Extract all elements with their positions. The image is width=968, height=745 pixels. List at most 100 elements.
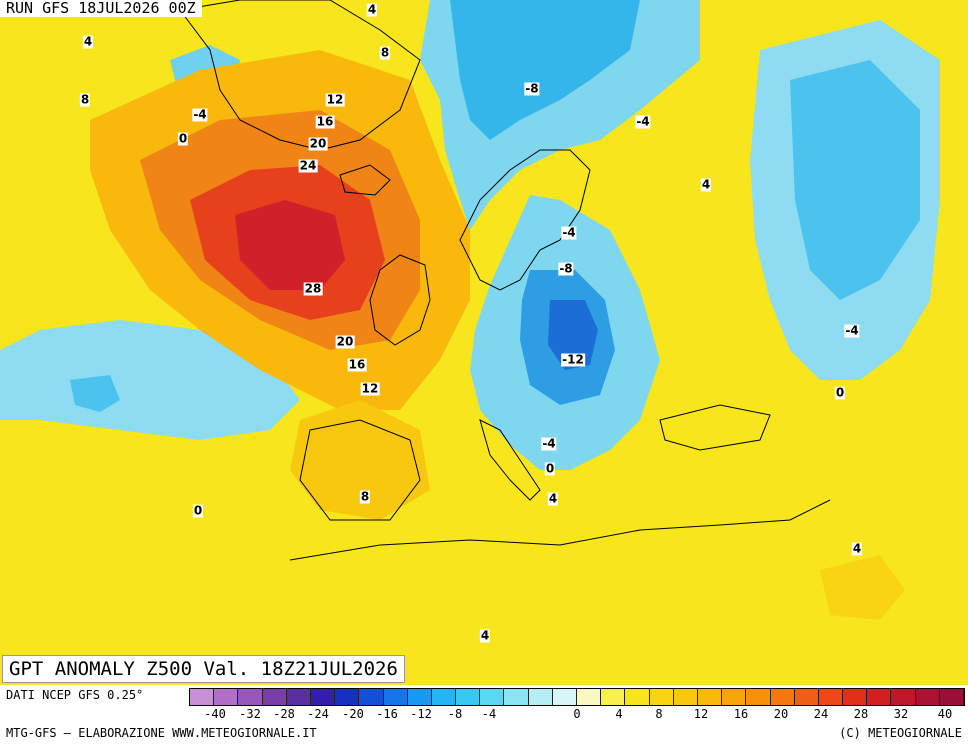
credit-text: MTG-GFS – ELABORAZIONE WWW.METEOGIORNALE… xyxy=(6,726,317,740)
anomaly-area-atlantic-warm-peak xyxy=(235,200,345,290)
scale-tick-label: -16 xyxy=(376,707,398,721)
scale-swatch xyxy=(310,689,336,705)
contour-label: 12 xyxy=(360,381,380,396)
contour-label: 28 xyxy=(303,281,323,296)
scale-swatch xyxy=(673,689,698,705)
scale-tick-label: -8 xyxy=(447,707,463,721)
contour-label: 0 xyxy=(192,503,204,518)
contour-label: 20 xyxy=(308,136,328,151)
scale-swatch xyxy=(915,689,940,705)
contour-label: 16 xyxy=(347,357,367,372)
contour-label: -4 xyxy=(541,436,557,451)
coastline-north-africa xyxy=(289,499,831,561)
scale-swatch xyxy=(456,689,481,705)
scale-swatch xyxy=(407,689,432,705)
anomaly-area-atlantic xyxy=(0,320,300,440)
scale-swatch xyxy=(697,689,723,705)
anomaly-area-middle-east xyxy=(820,555,905,620)
coastline-scandinavia xyxy=(459,149,591,291)
contour-label: -4 xyxy=(844,323,860,338)
coastline-italy xyxy=(479,419,541,501)
scale-tick-label: -4 xyxy=(481,707,497,721)
scale-swatch xyxy=(480,689,505,705)
contour-label: 0 xyxy=(834,385,846,400)
contour-label: 4 xyxy=(479,628,491,643)
scale-swatch xyxy=(528,689,553,705)
scale-tick-label: 24 xyxy=(813,707,829,721)
scale-tick-label: 20 xyxy=(773,707,789,721)
contour-label: -8 xyxy=(558,261,574,276)
contour-label: 24 xyxy=(298,158,318,173)
scale-swatch xyxy=(891,689,916,705)
scale-tick-label: -28 xyxy=(273,707,295,721)
scale-swatch xyxy=(383,689,408,705)
contour-label: -4 xyxy=(192,107,208,122)
scale-swatch xyxy=(722,689,747,705)
scale-swatch xyxy=(214,689,239,705)
scale-tick-label: 12 xyxy=(693,707,709,721)
scale-tick-label: 8 xyxy=(655,707,663,721)
scale-tick-label: 40 xyxy=(937,707,953,721)
scale-swatch xyxy=(190,689,215,705)
scale-tick-label: 28 xyxy=(853,707,869,721)
map-title: GPT ANOMALY Z500 Val. 18Z21JUL2026 xyxy=(2,655,405,683)
scale-swatch xyxy=(431,689,457,705)
scale-swatch xyxy=(504,689,529,705)
contour-label: 4 xyxy=(700,177,712,192)
scale-tick-label: -12 xyxy=(410,707,432,721)
scale-swatch xyxy=(746,689,771,705)
scale-tick-label: 32 xyxy=(893,707,909,721)
scale-swatch xyxy=(577,689,602,705)
contour-label: 8 xyxy=(79,92,91,107)
scale-swatch xyxy=(359,689,384,705)
copyright-text: (C) METEOGIORNALE xyxy=(839,726,962,740)
scale-swatch xyxy=(818,689,844,705)
coastline-british-isles xyxy=(369,254,431,346)
contour-label: 4 xyxy=(366,2,378,17)
footer: DATI NCEP GFS 0.25° -4 0 -32 -28 -24 -20 -16 -1… xyxy=(0,685,968,745)
scale-swatch xyxy=(552,689,577,705)
scale-tick-label: 4 xyxy=(615,707,623,721)
contour-label: 20 xyxy=(335,334,355,349)
scale-tick-label: -20 xyxy=(342,707,364,721)
coastline-black-sea xyxy=(659,404,771,451)
anomaly-area-central-deep xyxy=(548,300,598,370)
scale-swatch xyxy=(286,689,311,705)
anomaly-area-north-core xyxy=(450,0,640,140)
contour-label: 4 xyxy=(82,34,94,49)
coastline-greenland xyxy=(179,0,421,151)
scale-swatch xyxy=(335,689,360,705)
contour-label: 12 xyxy=(325,92,345,107)
coastline-iberia xyxy=(299,419,421,521)
contour-label: -4 xyxy=(635,114,651,129)
scale-swatch xyxy=(601,689,626,705)
contour-label: 16 xyxy=(315,114,335,129)
anomaly-map xyxy=(0,0,968,685)
anomaly-area-east-core xyxy=(790,60,920,300)
coastline-iceland xyxy=(339,164,391,196)
scale-swatch xyxy=(843,689,868,705)
anomaly-area-atlantic-core xyxy=(70,375,120,412)
scale-tick-label: -24 xyxy=(307,707,329,721)
coastlines xyxy=(179,0,831,561)
scale-swatch xyxy=(238,689,263,705)
contour-label: 8 xyxy=(359,489,371,504)
scale-swatch xyxy=(939,689,964,705)
scale-tick-label: -32 xyxy=(239,707,261,721)
contour-label: 4 xyxy=(851,541,863,556)
contour-label: 4 xyxy=(547,491,559,506)
run-label: RUN GFS 18JUL2026 00Z xyxy=(0,0,202,17)
anomaly-area-iberia xyxy=(290,400,430,520)
contour-label: 0 xyxy=(177,131,189,146)
scale-swatch xyxy=(867,689,892,705)
negative-anomaly-areas xyxy=(0,0,940,470)
scale-swatch xyxy=(649,689,674,705)
scale-swatch xyxy=(625,689,650,705)
contour-label: -4 xyxy=(561,225,577,240)
contour-label: 0 xyxy=(544,461,556,476)
contour-label: -8 xyxy=(524,81,540,96)
scale-swatch xyxy=(794,689,819,705)
data-source: DATI NCEP GFS 0.25° xyxy=(6,688,144,702)
contour-label: 8 xyxy=(379,45,391,60)
scale-tick-label: 0 xyxy=(573,707,581,721)
